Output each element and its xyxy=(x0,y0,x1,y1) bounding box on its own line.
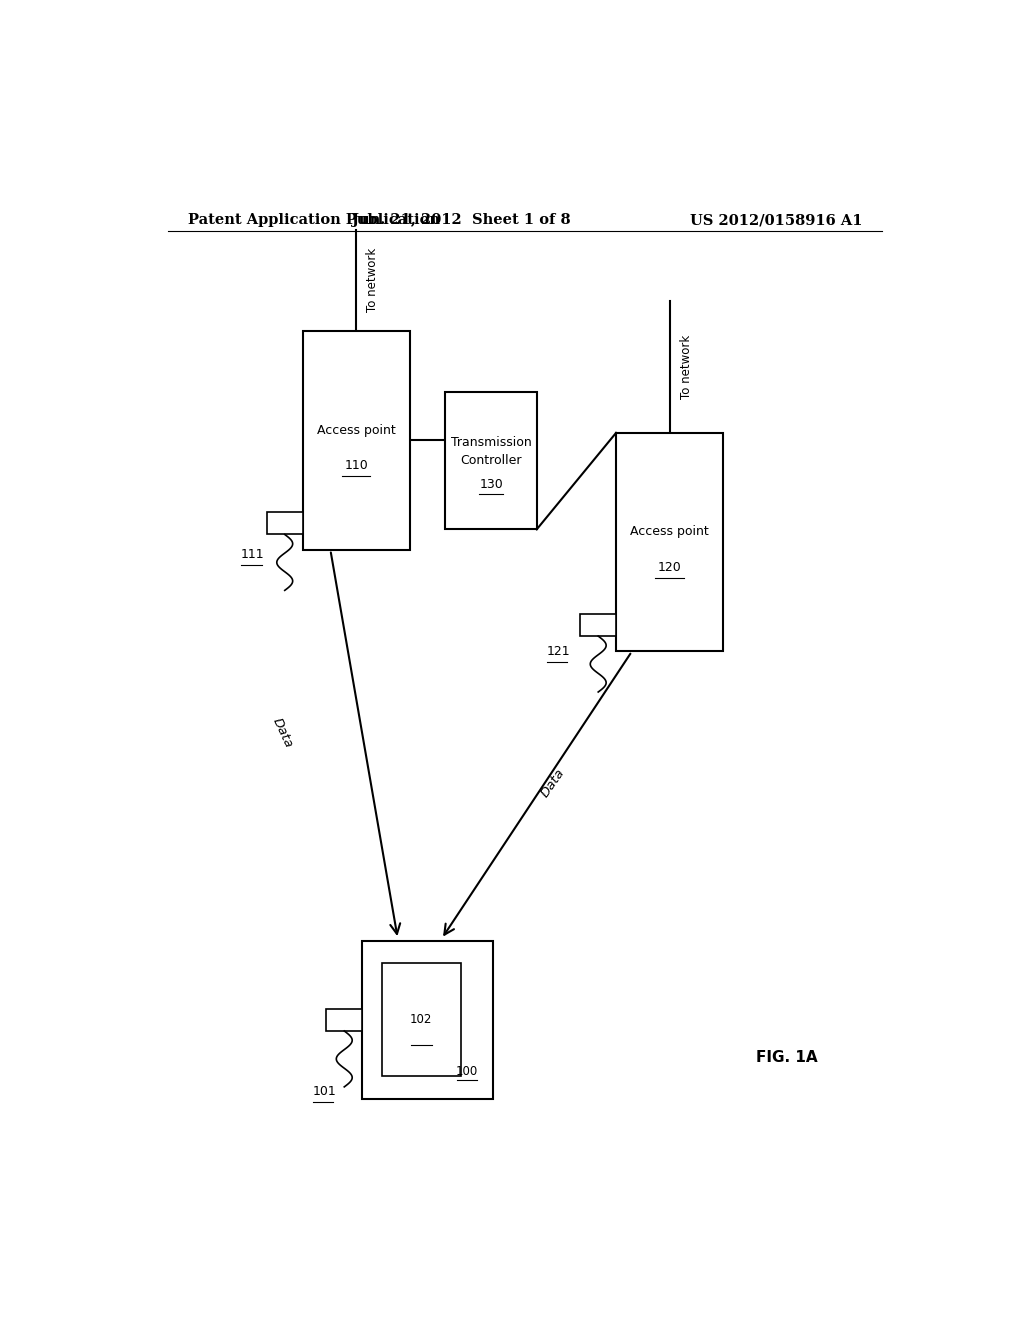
Bar xyxy=(327,1008,362,1031)
Text: Access point: Access point xyxy=(630,525,709,539)
Text: US 2012/0158916 A1: US 2012/0158916 A1 xyxy=(689,214,862,227)
Text: Patent Application Publication: Patent Application Publication xyxy=(187,214,439,227)
Text: 121: 121 xyxy=(547,645,570,657)
Bar xyxy=(362,941,493,1098)
Text: 100: 100 xyxy=(456,1065,478,1077)
Text: 102: 102 xyxy=(410,1014,432,1026)
Text: 101: 101 xyxy=(312,1085,336,1098)
Text: Transmission: Transmission xyxy=(451,436,531,449)
Text: To network: To network xyxy=(680,335,693,399)
Text: Access point: Access point xyxy=(316,424,395,437)
Bar xyxy=(616,433,723,651)
Text: To network: To network xyxy=(367,248,380,313)
Text: Data: Data xyxy=(539,767,567,800)
Bar xyxy=(382,964,461,1076)
Bar xyxy=(303,331,410,549)
Text: 110: 110 xyxy=(344,459,368,473)
Bar xyxy=(445,392,537,529)
Text: 120: 120 xyxy=(657,561,682,574)
Text: Jun. 21, 2012  Sheet 1 of 8: Jun. 21, 2012 Sheet 1 of 8 xyxy=(352,214,570,227)
Text: Data: Data xyxy=(270,715,295,750)
Text: 111: 111 xyxy=(241,548,265,561)
Text: 130: 130 xyxy=(479,478,503,491)
Text: FIG. 1A: FIG. 1A xyxy=(756,1051,817,1065)
Bar xyxy=(581,614,616,636)
Text: Controller: Controller xyxy=(461,454,522,467)
Bar xyxy=(267,512,303,535)
